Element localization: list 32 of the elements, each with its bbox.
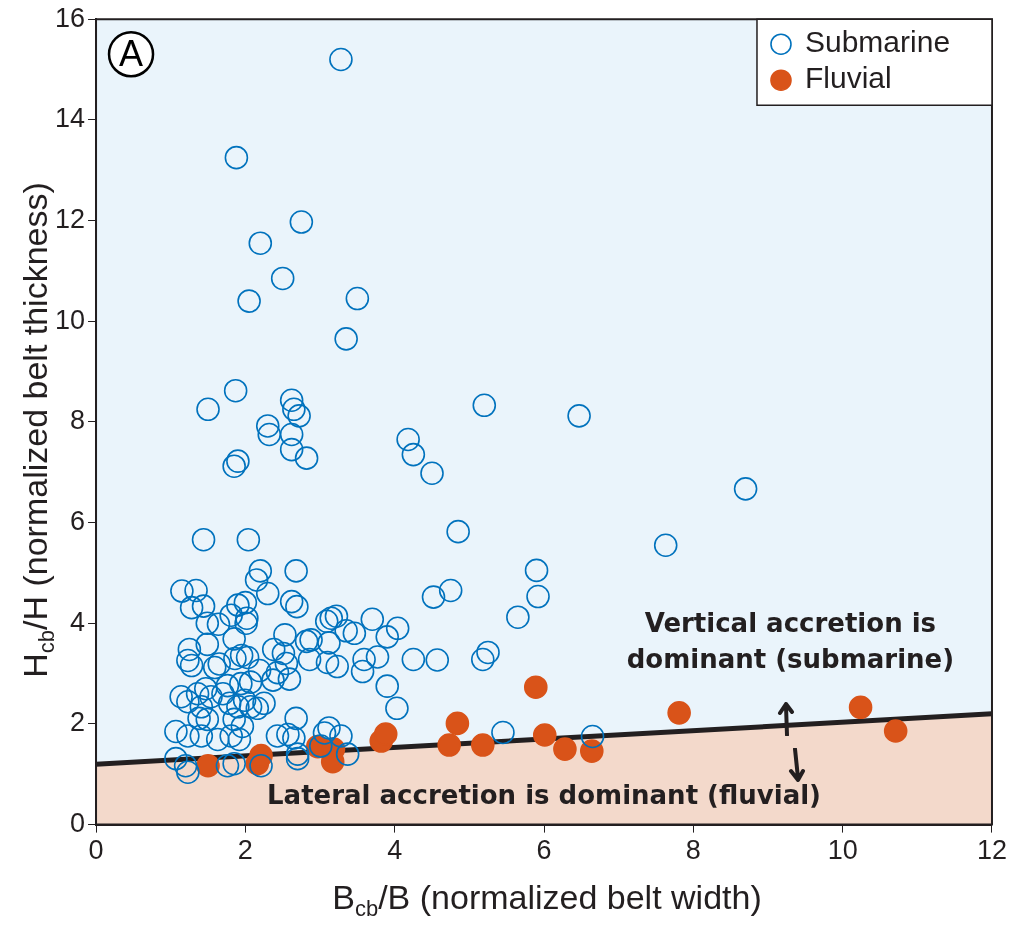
y-tick-label: 12 bbox=[54, 204, 86, 234]
y-tick-label: 6 bbox=[70, 506, 86, 537]
y-tick-label: 16 bbox=[54, 2, 86, 33]
point bbox=[883, 719, 908, 743]
x-tick-label: 8 bbox=[685, 835, 701, 866]
y-tick-label: 8 bbox=[70, 405, 86, 436]
point bbox=[848, 695, 873, 720]
x-tick-label: 10 bbox=[827, 835, 858, 866]
y-tick-label: 4 bbox=[70, 606, 86, 637]
x-tick-label: 6 bbox=[536, 835, 552, 866]
annotation: Lateral accretion is dominant (fluvial) bbox=[267, 779, 821, 810]
y-tick-label: 0 bbox=[70, 808, 86, 839]
legend-label: Submarine bbox=[804, 25, 951, 59]
point bbox=[437, 733, 461, 757]
point bbox=[532, 723, 557, 747]
annotation: Vertical accretion is dominant (submarine) bbox=[626, 608, 955, 675]
point bbox=[373, 722, 398, 746]
point bbox=[579, 739, 604, 763]
point bbox=[667, 701, 691, 725]
point bbox=[445, 711, 470, 736]
x-tick-label: 4 bbox=[387, 835, 403, 866]
x-tick-label: 12 bbox=[976, 835, 1008, 866]
y-tick-label: 14 bbox=[54, 103, 86, 134]
point bbox=[196, 753, 220, 778]
x-tick-label: 2 bbox=[237, 835, 253, 866]
legend-label: Fluvial bbox=[804, 61, 892, 95]
annotation: A bbox=[119, 33, 144, 75]
point bbox=[553, 737, 577, 761]
point bbox=[470, 733, 495, 757]
y-tick-label: 2 bbox=[70, 707, 86, 738]
point bbox=[523, 675, 548, 699]
x-axis-title: B$_{cb}$/B (normalized belt width) bbox=[332, 877, 762, 923]
